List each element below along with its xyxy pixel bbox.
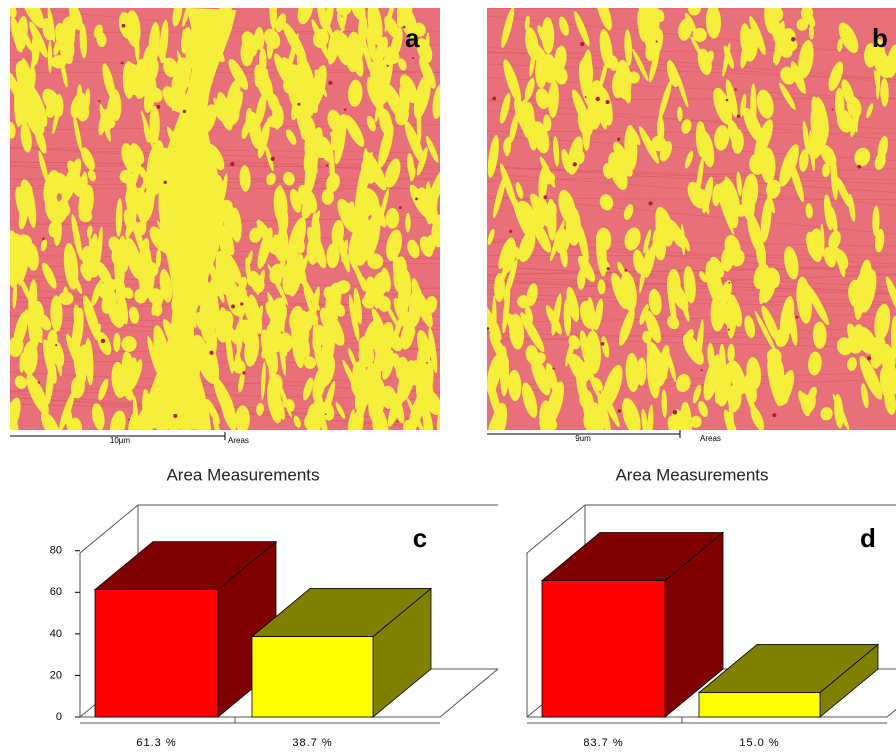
- value-label: 61.3 %: [136, 737, 176, 749]
- pore: [607, 267, 610, 270]
- scale-label: 10µm: [110, 436, 131, 445]
- pore: [605, 100, 609, 104]
- y-tick-label: 20: [50, 669, 62, 681]
- y-tick-label: 40: [50, 628, 62, 640]
- chart-title: Area Measurements: [166, 465, 319, 484]
- pore: [128, 419, 130, 421]
- pore: [509, 230, 512, 233]
- panel-label: b: [872, 23, 888, 53]
- panel-label: d: [860, 523, 876, 553]
- micrograph-b: [472, 0, 896, 453]
- pore: [573, 162, 577, 166]
- side-wall: [80, 505, 138, 553]
- pore: [230, 162, 234, 166]
- pore: [101, 339, 105, 343]
- legend-label: Areas: [700, 434, 721, 443]
- pore: [701, 369, 703, 371]
- phase-blob: [437, 413, 444, 441]
- pore: [325, 413, 327, 415]
- pore: [656, 40, 658, 42]
- y-tick-label: 0: [56, 711, 62, 723]
- value-label: 15.0 %: [739, 737, 779, 749]
- pore: [618, 409, 621, 412]
- pore: [543, 195, 547, 199]
- bar: [95, 590, 218, 717]
- chart: Area Measurements c 0 20 40 60 80 61.3 % 38.7 %: [50, 465, 498, 748]
- scale-label: 9um: [575, 434, 591, 443]
- pore: [857, 165, 861, 169]
- value-label: 83.7 %: [583, 737, 623, 749]
- pore: [867, 356, 871, 360]
- y-tick-label: 60: [50, 586, 62, 598]
- pore: [791, 37, 795, 41]
- phase-blob: [539, 400, 552, 436]
- legend-label: Areas: [228, 436, 249, 445]
- pore: [617, 138, 620, 141]
- pore: [121, 62, 124, 65]
- pore: [735, 88, 737, 90]
- pore: [580, 42, 584, 46]
- pore: [426, 362, 428, 364]
- pore: [42, 238, 45, 241]
- pore: [625, 269, 628, 272]
- phase-blob: [307, 238, 319, 265]
- pore: [326, 164, 328, 166]
- chart: Area Measurements d 83.7 % 15.0 %: [527, 465, 896, 748]
- pore: [492, 97, 496, 101]
- pore: [415, 197, 418, 200]
- pore: [122, 24, 126, 28]
- pore: [344, 108, 347, 111]
- pore: [673, 410, 677, 414]
- pore: [38, 381, 40, 383]
- pore: [399, 206, 402, 209]
- pore: [737, 115, 740, 118]
- pore: [596, 97, 600, 101]
- bar: [542, 581, 665, 717]
- pore: [164, 181, 167, 184]
- pore: [55, 344, 57, 346]
- pore: [726, 99, 729, 102]
- pore: [772, 413, 776, 417]
- pore: [601, 342, 605, 346]
- value-label: 38.7 %: [292, 737, 332, 749]
- bar: [252, 637, 373, 717]
- pore: [796, 316, 799, 319]
- pore: [412, 57, 414, 59]
- figure: a b 10µm Areas 9um Areas Area Measuremen…: [0, 0, 896, 753]
- pore: [832, 108, 834, 110]
- pore: [209, 351, 213, 355]
- pore: [173, 414, 177, 418]
- pore: [328, 81, 332, 85]
- chart-title: Area Measurements: [615, 465, 768, 484]
- pore: [728, 329, 730, 331]
- pore: [156, 105, 160, 109]
- y-tick-label: 80: [50, 545, 62, 557]
- pore: [242, 371, 245, 374]
- pore: [585, 96, 587, 98]
- pore: [553, 368, 555, 370]
- panel-label: a: [405, 23, 420, 53]
- pore: [648, 201, 652, 205]
- pore: [98, 100, 100, 102]
- side-wall: [527, 505, 585, 553]
- pore: [486, 327, 489, 330]
- bar: [699, 693, 820, 717]
- pore: [240, 302, 243, 305]
- panel-label: c: [413, 523, 427, 553]
- micrograph-a: [1, 0, 449, 448]
- pore: [231, 305, 235, 309]
- pore: [728, 282, 730, 284]
- pore: [271, 157, 275, 161]
- pore: [297, 103, 300, 106]
- pore: [396, 421, 398, 423]
- pore: [387, 65, 389, 67]
- phase-blob: [405, 213, 411, 233]
- pore: [183, 110, 186, 113]
